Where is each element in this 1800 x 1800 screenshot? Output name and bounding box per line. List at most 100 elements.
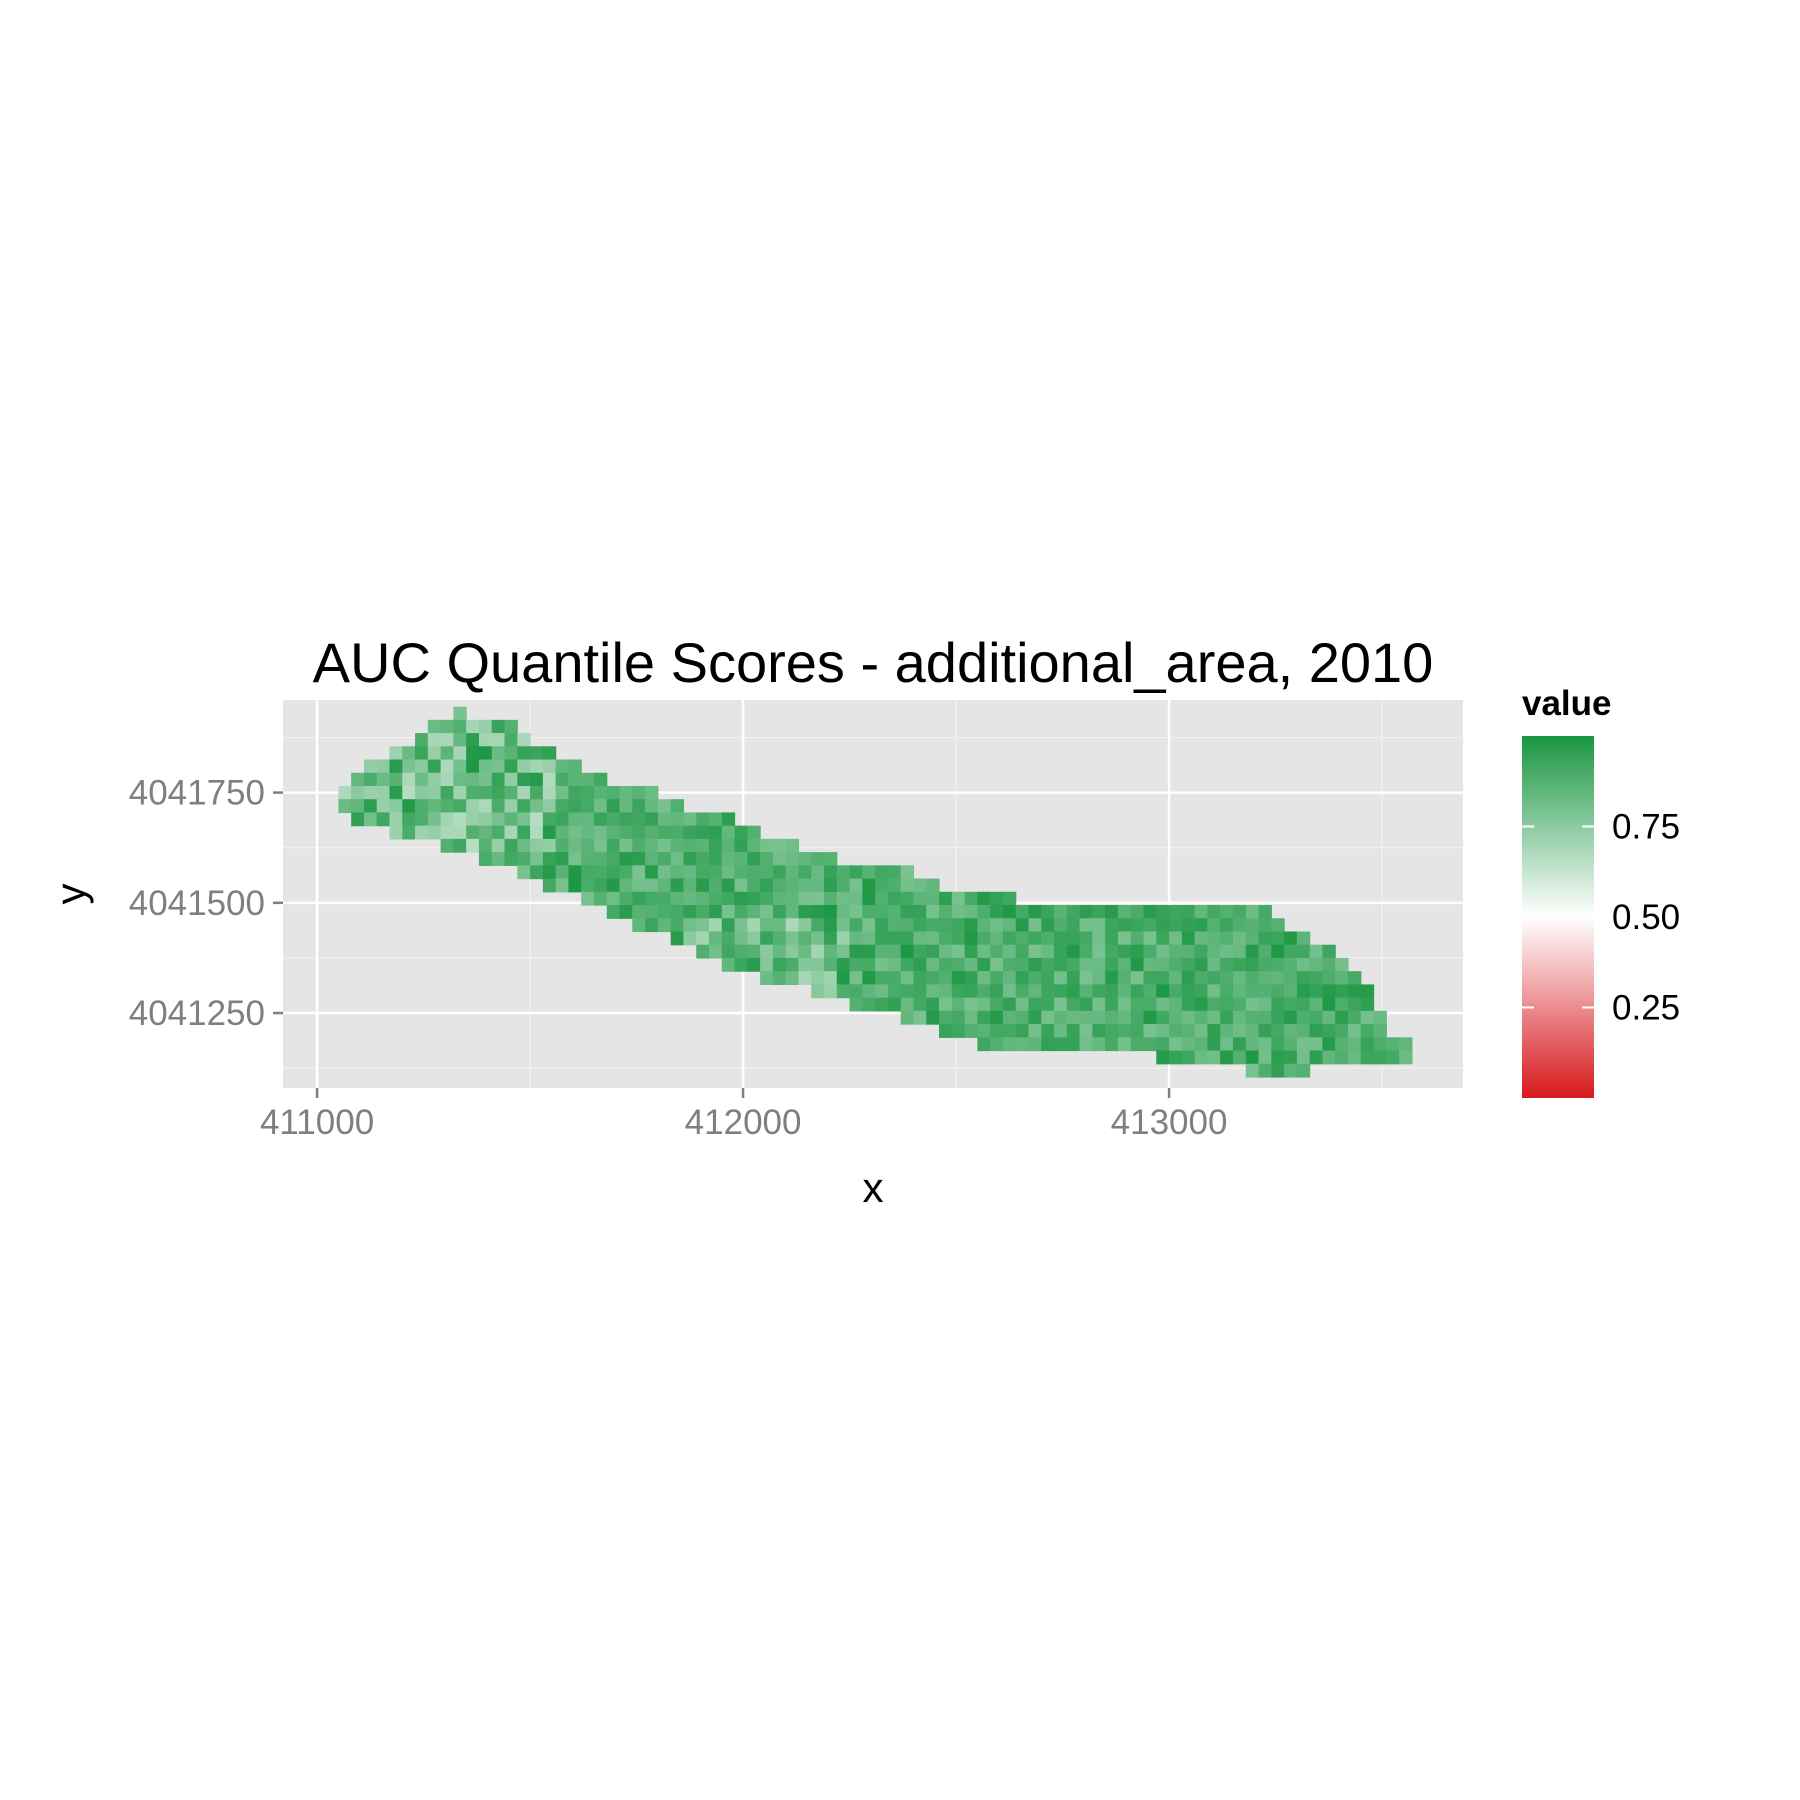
heatmap-cell: [1207, 905, 1221, 919]
heatmap-cell: [708, 838, 723, 853]
heatmap-cell: [593, 799, 608, 814]
heatmap-cell: [440, 785, 454, 800]
heatmap-cell: [849, 878, 863, 893]
heatmap-cell: [900, 984, 915, 999]
heatmap-cell: [657, 838, 672, 853]
heatmap-cell: [708, 944, 723, 959]
heatmap-cell: [1015, 971, 1030, 985]
heatmap-cell: [466, 785, 480, 800]
heatmap-cell: [1284, 931, 1298, 946]
heatmap-cell: [1117, 931, 1132, 946]
heatmap-cell: [926, 931, 940, 946]
heatmap-cell: [645, 865, 659, 880]
color-legend: value 0.25 0.50 0.75: [1522, 684, 1680, 1098]
heatmap-cell: [836, 944, 851, 959]
heatmap-cell: [1181, 918, 1196, 933]
heatmap-cell: [415, 785, 429, 800]
heatmap-cell: [645, 891, 659, 906]
heatmap-cell: [1105, 931, 1119, 946]
heatmap-cell: [593, 812, 608, 827]
heatmap-cell: [696, 905, 710, 919]
heatmap-cell: [1271, 1010, 1285, 1025]
heatmap-cell: [1143, 944, 1157, 959]
heatmap-cell: [1296, 931, 1311, 946]
heatmap-cell: [530, 852, 544, 866]
heatmap-cell: [990, 957, 1004, 972]
heatmap-cell: [836, 931, 851, 946]
heatmap-cell: [1066, 957, 1081, 972]
heatmap-cell: [926, 1010, 940, 1025]
heatmap-cell: [900, 957, 915, 972]
heatmap-cell: [951, 905, 966, 919]
heatmap-cell: [402, 812, 416, 827]
heatmap-cell: [1130, 984, 1145, 999]
x-tick-label: 411000: [260, 1103, 374, 1142]
heatmap-cell: [670, 838, 685, 853]
heatmap-cell: [798, 891, 812, 906]
heatmap-cell: [849, 918, 863, 933]
heatmap-cell: [1156, 1050, 1170, 1065]
heatmap-cell: [1041, 971, 1055, 985]
heatmap-cell: [517, 812, 531, 827]
heatmap-cell: [1194, 971, 1208, 985]
heatmap-cell: [645, 825, 659, 840]
heatmap-cell: [926, 957, 940, 972]
heatmap-cell: [708, 812, 723, 827]
heatmap-cell: [1130, 931, 1145, 946]
heatmap-cell: [798, 865, 812, 880]
heatmap-cell: [811, 918, 825, 933]
heatmap-cell: [951, 971, 966, 985]
heatmap-cell: [1271, 1037, 1285, 1052]
heatmap-cell: [606, 825, 621, 840]
heatmap-cell: [734, 838, 748, 853]
heatmap-cell: [964, 905, 978, 919]
heatmap-cell: [1041, 957, 1055, 972]
heatmap-cell: [875, 997, 889, 1012]
heatmap-cell: [708, 931, 723, 946]
heatmap-cell: [1373, 1050, 1387, 1065]
heatmap-cell: [734, 931, 748, 946]
heatmap-cell: [1041, 1024, 1055, 1038]
heatmap-cell: [990, 1010, 1004, 1025]
heatmap-cell: [862, 905, 876, 919]
heatmap-cell: [1245, 971, 1260, 985]
heatmap-cell: [453, 733, 467, 747]
heatmap-cell: [721, 944, 736, 959]
heatmap-cell: [913, 984, 927, 999]
heatmap-cell: [1079, 957, 1093, 972]
heatmap-cell: [836, 905, 851, 919]
heatmap-cell: [478, 746, 493, 761]
heatmap-cell: [1309, 984, 1324, 999]
heatmap-cell: [632, 825, 646, 840]
heatmap-cell: [670, 812, 685, 827]
heatmap-cell: [747, 957, 761, 972]
heatmap-cell: [1232, 1024, 1247, 1038]
heatmap-cell: [466, 759, 480, 774]
heatmap-cell: [875, 944, 889, 959]
heatmap-cell: [1117, 905, 1132, 919]
x-axis-title: x: [863, 1164, 884, 1211]
heatmap-cell: [657, 905, 672, 919]
heatmap-cell: [491, 799, 506, 814]
heatmap-cell: [951, 997, 966, 1012]
heatmap-cell: [1041, 984, 1055, 999]
heatmap-cell: [683, 878, 697, 893]
heatmap-cell: [900, 931, 915, 946]
heatmap-cell: [466, 733, 480, 747]
heatmap-cell: [555, 825, 570, 840]
heatmap-cell: [811, 878, 825, 893]
heatmap-cell: [747, 852, 761, 866]
y-tick-label: 4041250: [129, 994, 265, 1033]
heatmap-cell: [440, 772, 454, 787]
heatmap-cell: [824, 918, 838, 933]
heatmap-cell: [1028, 905, 1042, 919]
heatmap-cell: [478, 785, 493, 800]
heatmap-cell: [338, 785, 352, 800]
heatmap-cell: [670, 905, 685, 919]
heatmap-cell: [1066, 971, 1081, 985]
heatmap-cell: [951, 957, 966, 972]
heatmap-cell: [1015, 957, 1030, 972]
heatmap-cell: [606, 891, 621, 906]
heatmap-cell: [670, 878, 685, 893]
heatmap-cell: [1220, 957, 1234, 972]
